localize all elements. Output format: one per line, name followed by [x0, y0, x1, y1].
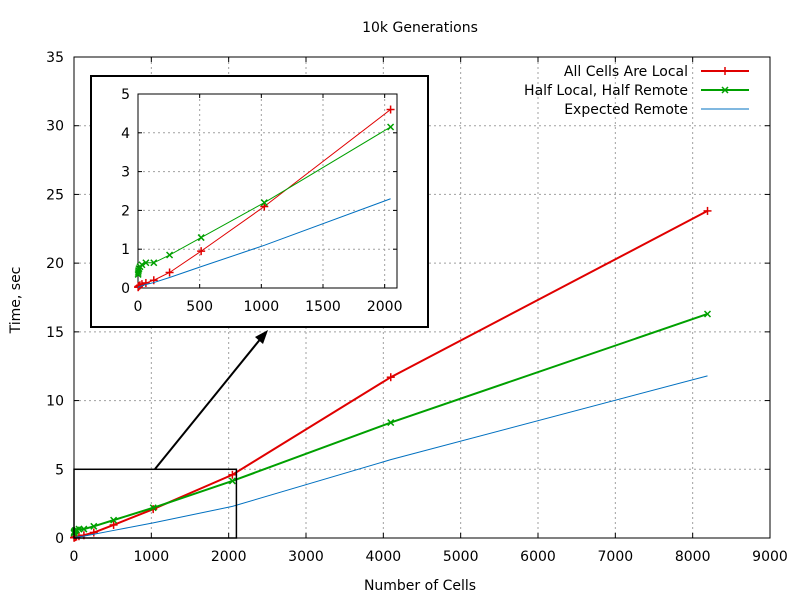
- x-axis-label: Number of Cells: [364, 578, 476, 594]
- inset-data-point: [260, 199, 268, 207]
- y-tick-label: 35: [46, 50, 64, 66]
- y-tick-label: 30: [46, 119, 64, 135]
- inset-data-point: [142, 259, 150, 267]
- inset-y-tick-label: 0: [121, 281, 130, 297]
- main-data-point: [703, 310, 712, 318]
- inset-data-point: [166, 251, 174, 259]
- x-tick-label: 8000: [675, 549, 711, 565]
- y-tick-label: 0: [55, 531, 64, 547]
- legend-swatch-marker: [721, 86, 729, 94]
- main-ticks: 0 1000 2000 3000 4000 5000 6000 7000 8000 9000051…: [46, 50, 788, 565]
- main-data-point: [149, 504, 157, 512]
- inset-frame: [90, 75, 429, 328]
- y-tick-label: 25: [46, 187, 64, 203]
- zoom-indicator: [73, 330, 268, 539]
- inset-series-2: [137, 198, 391, 289]
- inset-data-point: [387, 123, 395, 131]
- x-tick-label: 1000: [134, 549, 170, 565]
- y-tick-label: 5: [55, 462, 64, 478]
- main-series-1: [70, 310, 712, 537]
- inset-data-point: [150, 259, 158, 267]
- inset-x-tick-label: 1500: [305, 299, 341, 315]
- legend-label: Expected Remote: [564, 102, 688, 118]
- x-tick-label: 6000: [520, 549, 556, 565]
- x-tick-label: 3000: [288, 549, 324, 565]
- chart-title: 10k Generations: [362, 20, 478, 36]
- plot-frame: [73, 56, 771, 539]
- main-data-point: [80, 525, 88, 533]
- main-data-point: [90, 522, 98, 530]
- inset-series-0: [134, 105, 395, 292]
- x-tick-label: 7000: [598, 549, 634, 565]
- legend: All Cells Are Local Half Local, Half Remo…: [524, 64, 749, 118]
- inset-y-tick-label: 2: [121, 203, 130, 219]
- y-axis-label: Time, sec: [8, 267, 24, 335]
- inset-data-point: [138, 261, 146, 269]
- zoom-arrow-head: [255, 330, 268, 344]
- main-data-point: [387, 419, 395, 427]
- legend-label: Half Local, Half Remote: [524, 83, 688, 99]
- x-tick-label: 0: [70, 549, 79, 565]
- inset-x-tick-label: 1000: [244, 299, 280, 315]
- inset-plot-frame: [137, 93, 398, 289]
- zoom-arrow-line: [154, 336, 263, 470]
- inset-y-tick-label: 4: [121, 126, 130, 142]
- inset-data-point: [134, 267, 143, 275]
- inset-series-1: [134, 123, 395, 278]
- inset-series-line: [137, 198, 391, 289]
- zoom-region: [73, 468, 238, 539]
- inset-y-tick-label: 1: [121, 242, 130, 258]
- inset-data-point: [197, 234, 205, 242]
- inset-y-tick-label: 3: [121, 165, 130, 181]
- x-tick-label: 9000: [752, 549, 788, 565]
- x-tick-label: 2000: [211, 549, 247, 565]
- y-tick-label: 15: [46, 325, 64, 341]
- inset-y-tick-label: 5: [121, 87, 130, 103]
- inset-chart: 0 500 1000 1500 2000 0 1 2 3 4 5: [90, 75, 429, 328]
- main-data-point: [228, 477, 236, 485]
- x-tick-label: 5000: [443, 549, 479, 565]
- main-data-point: [110, 516, 118, 524]
- inset-x-tick-label: 2000: [367, 299, 403, 315]
- y-tick-label: 20: [46, 256, 64, 272]
- inset-x-tick-label: 0: [134, 299, 143, 315]
- y-tick-label: 10: [46, 394, 64, 410]
- legend-label: All Cells Are Local: [564, 64, 688, 80]
- x-tick-label: 4000: [366, 549, 402, 565]
- inset-x-tick-label: 500: [186, 299, 213, 315]
